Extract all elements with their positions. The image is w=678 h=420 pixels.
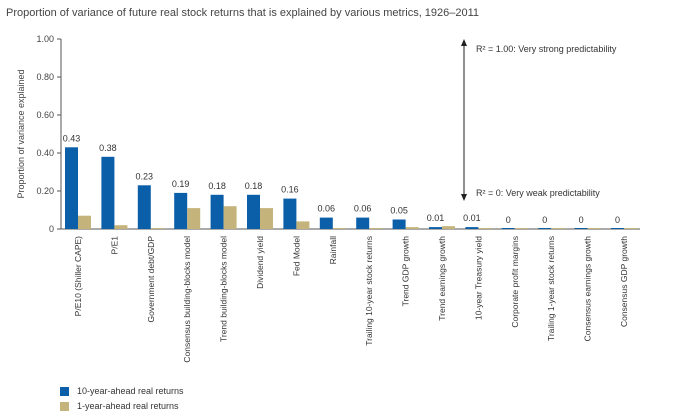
legend-swatch-1-year [60, 401, 69, 411]
bar-1yr [551, 228, 565, 229]
arrow-head-down [461, 194, 467, 201]
bar-1yr [223, 206, 237, 229]
bar-1yr [624, 228, 637, 229]
data-label: 0.05 [390, 206, 408, 216]
bar-1yr [260, 208, 273, 229]
chart-title: Proportion of variance of future real st… [6, 7, 480, 19]
data-label: 0.06 [318, 204, 336, 214]
x-tick-label: Government debt/GDP [146, 236, 156, 323]
bar-10yr [538, 228, 552, 229]
bar-10yr [210, 194, 224, 229]
data-label: 0 [542, 215, 547, 225]
bar-1yr [150, 228, 164, 229]
bar-10yr [101, 156, 115, 229]
bar-10yr [501, 228, 515, 229]
bar-10yr [611, 228, 624, 229]
y-tick-label: 0.80 [36, 72, 54, 82]
data-label: 0.01 [463, 213, 481, 223]
data-label: 0.16 [281, 185, 299, 195]
bar-10yr [319, 217, 333, 229]
data-label: 0.18 [245, 181, 263, 191]
x-tick-label: Rainfall [328, 236, 338, 264]
bar-1yr [514, 228, 528, 229]
bar-1yr [296, 221, 310, 229]
data-label: 0.06 [354, 204, 372, 214]
annotation-bottom: R² = 0: Very weak predictability [476, 188, 600, 198]
legend-label-10-year: 10-year-ahead real returns [77, 386, 184, 396]
x-tick-label: Consensus GDP growth [619, 236, 629, 327]
x-tick-label: Trend building-blocks model [219, 236, 229, 342]
x-tick-label: 10-year Treasury yield [473, 236, 483, 320]
legend-item-1-year: 1-year-ahead real returns [60, 401, 179, 411]
data-label: 0.18 [208, 181, 226, 191]
bar-10yr [574, 228, 588, 229]
arrow-head-up [461, 39, 467, 46]
bar-1yr [114, 225, 128, 229]
data-label: 0.01 [427, 213, 445, 223]
bar-10yr [356, 217, 370, 229]
y-tick-label: 0.40 [36, 148, 54, 158]
x-tick-label: Consensus building-blocks model [182, 236, 192, 363]
legend-item-10-year: 10-year-ahead real returns [60, 386, 184, 396]
y-tick-label: 0.60 [36, 110, 54, 120]
bar-1yr [587, 228, 601, 229]
data-label: 0.43 [63, 133, 81, 143]
x-tick-label: Dividend yield [255, 236, 265, 289]
bar-10yr [465, 227, 479, 229]
y-axis-label: Proportion of variance explained [16, 69, 26, 198]
x-tick-label: P/E10 (Shiller CAPE) [73, 236, 83, 316]
bar-10yr [247, 194, 260, 229]
bar-1yr [478, 228, 492, 229]
bar-1yr [187, 208, 201, 229]
bar-1yr [78, 215, 91, 229]
bar-10yr [429, 227, 442, 229]
bar-1yr [405, 227, 419, 229]
y-tick-label: 0.20 [36, 186, 54, 196]
x-tick-label: Fed Model [291, 236, 301, 276]
x-tick-label: Consensus earnings growth [583, 236, 593, 342]
legend-swatch-10-year [60, 386, 69, 396]
y-tick-label: 0 [49, 224, 54, 234]
bar-10yr [137, 185, 151, 229]
bar-10yr [283, 198, 297, 229]
data-label: 0.38 [99, 143, 117, 153]
x-tick-label: Trend GDP growth [401, 236, 411, 307]
bar-10yr [65, 147, 78, 229]
data-label: 0.19 [172, 179, 190, 189]
bar-1yr [369, 228, 383, 229]
x-tick-label: P/E1 [109, 236, 119, 255]
data-label: 0 [579, 215, 584, 225]
bar-1yr [442, 226, 455, 229]
x-tick-label: Corporate profit margins [510, 236, 520, 328]
legend-label-1-year: 1-year-ahead real returns [77, 401, 179, 411]
data-label: 0.23 [136, 171, 154, 181]
bar-10yr [392, 219, 406, 229]
data-label: 0 [615, 215, 620, 225]
bar-1yr [332, 228, 346, 229]
x-tick-label: Trend earnings growth [437, 236, 447, 321]
x-tick-label: Trailing 10-year stock returns [364, 236, 374, 346]
data-label: 0 [506, 215, 511, 225]
annotation-top: R² = 1.00: Very strong predictability [476, 44, 617, 54]
x-tick-label: Trailing 1-year stock returns [546, 236, 556, 341]
y-tick-label: 1.00 [36, 34, 54, 44]
bar-10yr [174, 192, 188, 229]
